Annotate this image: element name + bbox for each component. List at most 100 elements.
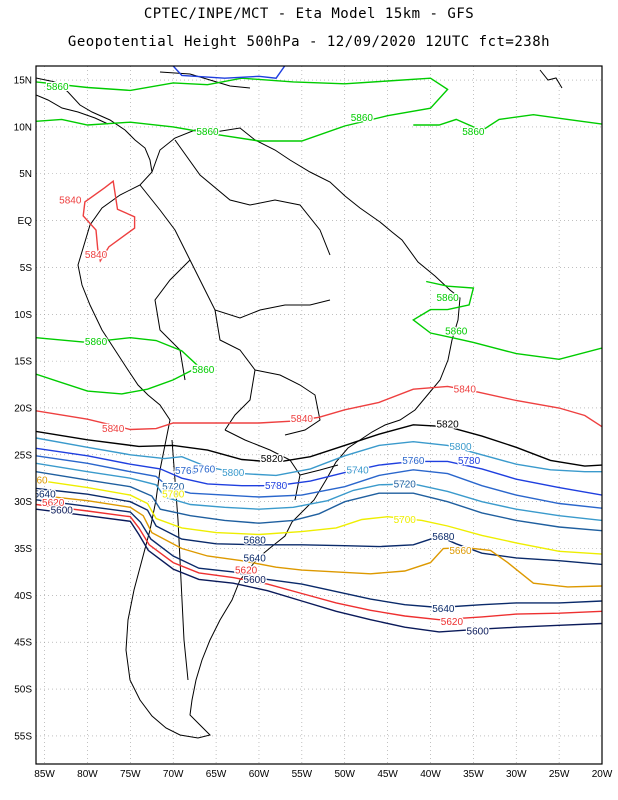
contour-label-5780: 5780	[265, 481, 288, 492]
contour-label-5840: 5840	[102, 424, 125, 435]
contour-label-5660: 5660	[449, 546, 472, 557]
lat-tick-label: 45S	[14, 638, 32, 649]
lat-tick-label: 25S	[14, 450, 32, 461]
lon-tick-label: 55W	[292, 769, 313, 780]
contour-5700	[36, 479, 602, 555]
lat-tick-label: 35S	[14, 544, 32, 555]
contour-label-5840: 5840	[291, 414, 314, 425]
contour-5860	[36, 336, 201, 395]
lat-tick-label: 10N	[14, 122, 32, 133]
lon-tick-label: 35W	[463, 769, 484, 780]
contour-label-5760: 5760	[402, 456, 425, 467]
contour-label-5860: 5860	[46, 82, 69, 93]
contour-label-5720: 5720	[394, 479, 417, 490]
contour-label-5700: 5700	[394, 515, 417, 526]
contour-label-5800: 5800	[222, 468, 245, 479]
contour-5840	[36, 385, 602, 431]
lat-tick-label: 15N	[14, 76, 32, 87]
contour-label-5680: 5680	[244, 536, 267, 547]
contour-label-5840: 5840	[85, 250, 108, 261]
contour-label-5740: 5740	[346, 465, 369, 476]
contour-label-5840: 5840	[454, 385, 477, 396]
contour-label-5860: 5860	[196, 127, 219, 138]
caribbean-islands-east	[539, 69, 563, 89]
country-border	[254, 369, 321, 436]
central-america-pacific-coast	[36, 94, 109, 125]
lat-tick-label: 55S	[14, 731, 32, 742]
contour-5800	[36, 437, 602, 477]
contour-label-5820: 5820	[261, 454, 284, 465]
lat-tick-label: 15S	[14, 357, 32, 368]
contour-labels: 5860 5860 5860 5860 5840 5840 5860 5860 5860 5860…	[33, 81, 490, 639]
lon-tick-label: 45W	[377, 769, 398, 780]
contour-5640	[36, 499, 602, 609]
contour-label-5840: 5840	[59, 195, 82, 206]
contour-label-60: 60	[36, 476, 48, 487]
contour-5780	[36, 447, 602, 496]
contour-5740	[36, 462, 602, 522]
contour-label-5860: 5860	[437, 293, 460, 304]
contour-5840	[82, 179, 136, 263]
contour-label-5640: 5640	[33, 490, 56, 501]
lon-tick-label: 50W	[334, 769, 355, 780]
lat-tick-label: 30S	[14, 497, 32, 508]
lon-tick-label: 60W	[249, 769, 270, 780]
contour-label-5860: 5860	[85, 337, 108, 348]
lon-tick-label: 20W	[592, 769, 613, 780]
lon-tick-label: 25W	[549, 769, 570, 780]
contour-5860	[36, 77, 449, 142]
contour-label-5640: 5640	[244, 553, 267, 564]
lat-tick-label: 10S	[14, 310, 32, 321]
contour-label-5700: 5700	[162, 490, 185, 501]
contour-5600	[36, 508, 602, 633]
contour-label-5780: 5780	[458, 456, 481, 467]
lat-tick-label: 5N	[19, 169, 32, 180]
contour-label-5820: 5820	[437, 419, 460, 430]
contour-5660	[36, 494, 602, 588]
contour-5720	[36, 471, 602, 532]
lon-tick-label: 70W	[163, 769, 184, 780]
contour-5680	[36, 487, 602, 566]
lon-tick-label: 85W	[34, 769, 55, 780]
contour-label-5720: 5720	[162, 482, 185, 493]
country-border	[224, 429, 301, 501]
lat-lon-grid	[36, 66, 603, 764]
contour-label-5800: 5800	[449, 442, 472, 453]
contour-label-5620: 5620	[441, 617, 464, 628]
contour-label-5860: 5860	[445, 327, 468, 338]
contour-label-5860: 5860	[351, 113, 374, 124]
central-america-coast	[36, 77, 153, 173]
lat-tick-label: 40S	[14, 591, 32, 602]
lat-tick-label: 20S	[14, 403, 32, 414]
contour-5820	[36, 424, 602, 467]
lat-tick-label: 5S	[20, 263, 33, 274]
lon-tick-label: 75W	[120, 769, 141, 780]
contour-5860	[412, 280, 602, 361]
contour-5780	[172, 66, 286, 79]
contour-lines	[36, 66, 602, 633]
lat-tick-label: EQ	[18, 216, 33, 227]
lon-tick-label: 30W	[506, 769, 527, 780]
contour-label-5600: 5600	[244, 575, 267, 586]
contour-label-5680: 5680	[432, 532, 455, 543]
contour-label-5620: 5620	[235, 566, 258, 577]
country-border	[154, 259, 191, 381]
contour-label-5640: 5640	[432, 604, 455, 615]
contour-label-5860: 5860	[462, 127, 485, 138]
contour-label-5600: 5600	[467, 626, 490, 637]
contour-label-5600: 5600	[51, 506, 74, 517]
lon-tick-label: 80W	[77, 769, 98, 780]
title-line-1: CPTEC/INPE/MCT - Eta Model 15km - GFS	[143, 6, 475, 22]
contour-label-5760: 5760	[193, 464, 216, 475]
contour-5760	[36, 455, 602, 509]
country-border	[299, 464, 339, 476]
title-line-2: Geopotential Height 500hPa - 12/09/2020 …	[67, 34, 551, 50]
lon-tick-label: 65W	[206, 769, 227, 780]
lat-tick-label: 50S	[14, 685, 32, 696]
lon-tick-label: 40W	[420, 769, 441, 780]
contour-label-5860: 5860	[192, 365, 215, 376]
country-border	[174, 139, 331, 256]
contour-5620	[36, 503, 602, 621]
map-frame	[35, 65, 603, 765]
